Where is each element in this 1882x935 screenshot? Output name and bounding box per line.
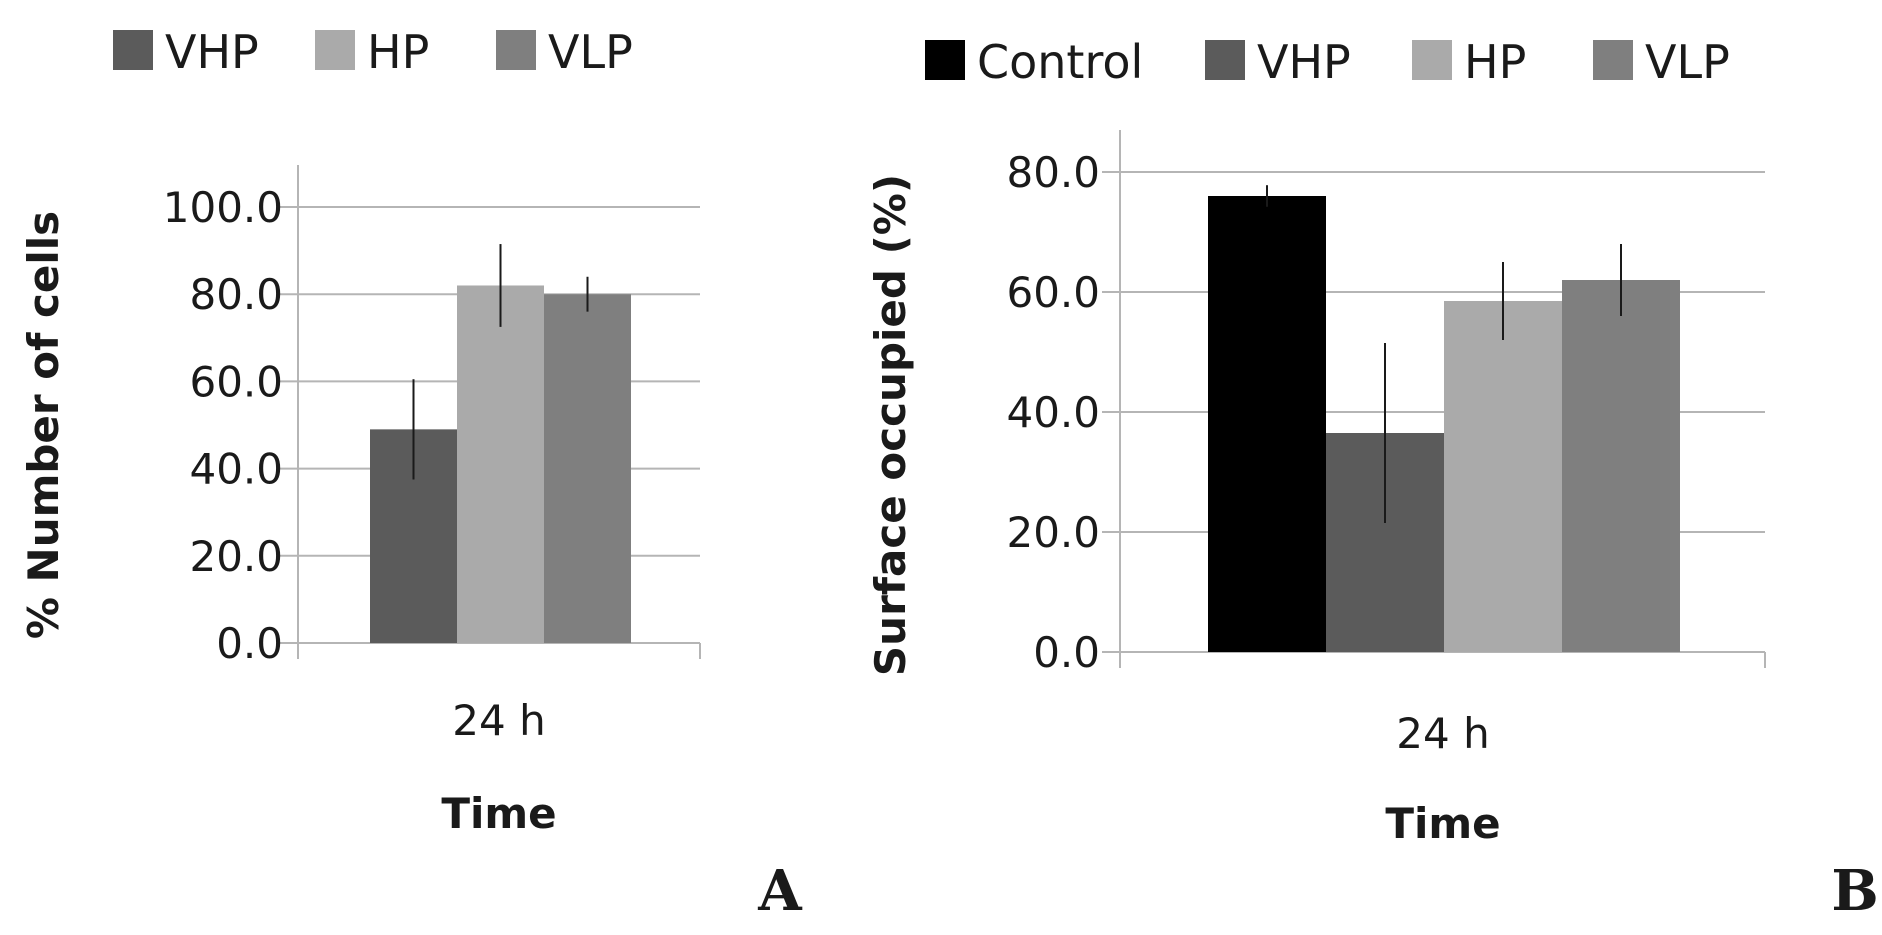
legend-label-vlp: VLP <box>1645 35 1730 89</box>
bar-hp <box>457 285 544 643</box>
x-category-label: 24 h <box>452 696 545 745</box>
legend-swatch-hp <box>1412 40 1452 80</box>
x-axis-title: Time <box>1385 799 1500 848</box>
legend-label-vhp: VHP <box>165 25 259 79</box>
legend-swatch-vhp <box>113 30 153 70</box>
chart-a: 0.0 20.0 40.0 60.0 80.0 100.0 24 h Time % Number… <box>19 25 803 924</box>
bar-control <box>1208 196 1326 652</box>
y-tick-label: 0.0 <box>216 619 283 668</box>
y-tick-label: 20.0 <box>1006 508 1100 557</box>
bar-vlp <box>1562 280 1680 652</box>
y-axis-title: % Number of cells <box>19 211 68 639</box>
y-tick-label: 60.0 <box>1006 268 1100 317</box>
legend-swatch-hp <box>315 30 355 70</box>
y-tick-label: 0.0 <box>1033 628 1100 677</box>
panel-label: B <box>1831 858 1878 924</box>
legend-swatch-vhp <box>1205 40 1245 80</box>
y-tick-label: 80.0 <box>189 270 283 319</box>
bar-vlp <box>544 294 631 643</box>
panel-label: A <box>757 858 803 924</box>
chart-b: 0.0 20.0 40.0 60.0 80.0 24 h Time Surface occup… <box>866 35 1879 924</box>
y-axis-title: Surface occupied (%) <box>866 174 915 676</box>
legend-label-vlp: VLP <box>548 25 633 79</box>
legend-label-hp: HP <box>367 25 429 79</box>
y-tick-label: 20.0 <box>189 532 283 581</box>
y-tick-label: 40.0 <box>189 445 283 494</box>
x-axis-title: Time <box>441 789 556 838</box>
y-tick-label: 80.0 <box>1006 148 1100 197</box>
legend-label-vhp: VHP <box>1257 35 1351 89</box>
legend-label-hp: HP <box>1464 35 1526 89</box>
y-tick-label: 100.0 <box>163 183 283 232</box>
legend-swatch-vlp <box>1593 40 1633 80</box>
y-tick-label: 40.0 <box>1006 388 1100 437</box>
legend-swatch-vlp <box>496 30 536 70</box>
y-tick-label: 60.0 <box>189 357 283 406</box>
x-category-label: 24 h <box>1396 709 1489 758</box>
bar-hp <box>1444 301 1562 652</box>
legend-swatch-control <box>925 40 965 80</box>
legend-label-control: Control <box>977 35 1143 89</box>
